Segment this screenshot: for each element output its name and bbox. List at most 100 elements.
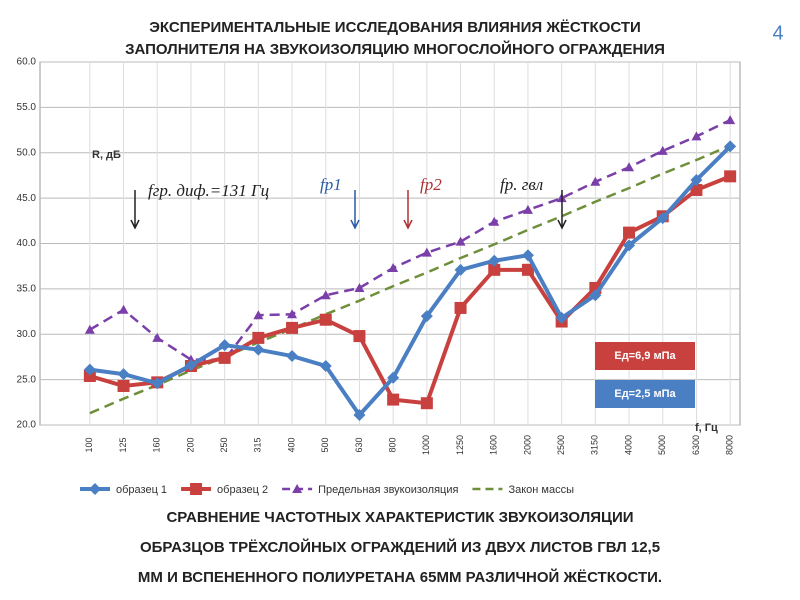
- caption-line: ММ И ВСПЕНЕННОГО ПОЛИУРЕТАНА 65ММ РАЗЛИЧ…: [138, 568, 662, 586]
- marker: [117, 368, 130, 381]
- x-tick-label: 400: [286, 437, 296, 452]
- slide-number: 4: [772, 22, 783, 44]
- x-tick-label: 1250: [455, 435, 465, 455]
- annotation: fр. гвл: [500, 175, 543, 194]
- caption-line: СРАВНЕНИЕ ЧАСТОТНЫХ ХАРАКТЕРИСТИК ЗВУКОИ…: [166, 509, 633, 526]
- marker: [521, 249, 534, 262]
- x-tick-label: 5000: [657, 435, 667, 455]
- marker: [319, 360, 332, 373]
- marker: [724, 170, 737, 183]
- marker: [656, 212, 669, 225]
- caption-line: ОБРАЗЦОВ ТРЁХСЛОЙНЫХ ОГРАЖДЕНИЙ ИЗ ДВУХ …: [140, 538, 660, 556]
- legend-box: [595, 380, 695, 408]
- marker: [454, 301, 467, 314]
- x-tick-label: 8000: [725, 435, 735, 455]
- x-tick-label: 250: [219, 437, 229, 452]
- marker: [724, 140, 737, 153]
- marker: [83, 363, 96, 376]
- y-tick-label: 20.0: [17, 420, 37, 431]
- annotation: fр1: [320, 175, 342, 194]
- legend-item: Предельная звукоизоляция: [282, 484, 458, 496]
- y-tick-label: 60.0: [17, 57, 37, 68]
- marker: [320, 290, 331, 300]
- marker: [590, 176, 601, 186]
- y-axis-label: R, дБ: [92, 149, 121, 161]
- x-tick-label: 6300: [691, 435, 701, 455]
- annotation: fгр. диф.=131 Гц: [148, 181, 269, 200]
- legend-item: Закон массы: [472, 484, 574, 496]
- marker: [691, 131, 702, 141]
- x-axis-label: f, Гц: [695, 422, 718, 434]
- marker: [657, 145, 668, 155]
- y-tick-label: 35.0: [17, 284, 37, 295]
- marker: [387, 393, 400, 406]
- marker: [690, 183, 703, 196]
- marker: [420, 310, 433, 323]
- y-tick-label: 55.0: [17, 102, 37, 113]
- marker: [555, 311, 568, 324]
- y-tick-label: 25.0: [17, 374, 37, 385]
- marker: [353, 330, 366, 343]
- marker: [488, 254, 501, 267]
- x-tick-label: 800: [388, 437, 398, 452]
- x-tick-label: 2000: [522, 435, 532, 455]
- legend-box-label: Eд=6,9 мПа: [614, 350, 676, 362]
- marker: [421, 247, 432, 257]
- marker: [489, 216, 500, 226]
- marker: [151, 377, 164, 390]
- x-tick-label: 1600: [489, 435, 499, 455]
- legend-label: образец 2: [217, 484, 268, 496]
- marker: [118, 304, 129, 314]
- legend-label: Предельная звукоизоляция: [318, 484, 458, 496]
- marker: [353, 409, 366, 422]
- marker: [253, 310, 264, 320]
- marker: [690, 173, 703, 186]
- annotation-arrow: [403, 190, 413, 230]
- y-tick-label: 30.0: [17, 329, 37, 340]
- marker: [420, 397, 433, 410]
- annotation-arrow: [557, 190, 567, 230]
- marker: [455, 236, 466, 246]
- x-tick-label: 200: [185, 437, 195, 452]
- x-tick-label: 2500: [556, 435, 566, 455]
- x-tick-label: 125: [118, 437, 128, 452]
- y-tick-label: 40.0: [17, 238, 37, 249]
- marker: [190, 483, 203, 495]
- marker: [522, 204, 533, 214]
- x-tick-label: 500: [320, 437, 330, 452]
- marker: [589, 289, 602, 302]
- marker: [725, 115, 736, 125]
- legend-label: Закон массы: [508, 484, 574, 496]
- marker: [218, 339, 231, 352]
- marker: [252, 331, 265, 344]
- marker: [287, 309, 298, 319]
- x-tick-label: 315: [253, 437, 263, 452]
- title-line: ЗАПОЛНИТЕЛЯ НА ЗВУКОИЗОЛЯЦИЮ МНОГОСЛОЙНО…: [125, 40, 665, 58]
- marker: [252, 343, 265, 356]
- marker: [388, 263, 399, 273]
- marker: [184, 359, 197, 372]
- marker: [387, 371, 400, 384]
- annotation-arrow: [350, 190, 360, 230]
- x-tick-label: 1000: [421, 435, 431, 455]
- marker: [623, 239, 636, 252]
- marker: [521, 263, 534, 276]
- marker: [84, 324, 95, 334]
- marker: [454, 263, 467, 276]
- marker: [152, 332, 163, 342]
- legend-box: [595, 342, 695, 370]
- series-line: [89, 144, 732, 419]
- title-line: ЭКСПЕРИМЕНТАЛЬНЫЕ ИССЛЕДОВАНИЯ ВЛИЯНИЯ Ж…: [149, 19, 641, 36]
- marker: [623, 226, 636, 239]
- x-tick-label: 4000: [623, 435, 633, 455]
- marker: [292, 484, 303, 493]
- annotation-arrow: [130, 190, 140, 230]
- marker: [117, 379, 130, 392]
- y-tick-label: 45.0: [17, 193, 37, 204]
- marker: [354, 282, 365, 292]
- marker: [89, 483, 101, 495]
- marker: [319, 313, 332, 326]
- x-tick-label: 630: [354, 437, 364, 452]
- marker: [488, 263, 501, 276]
